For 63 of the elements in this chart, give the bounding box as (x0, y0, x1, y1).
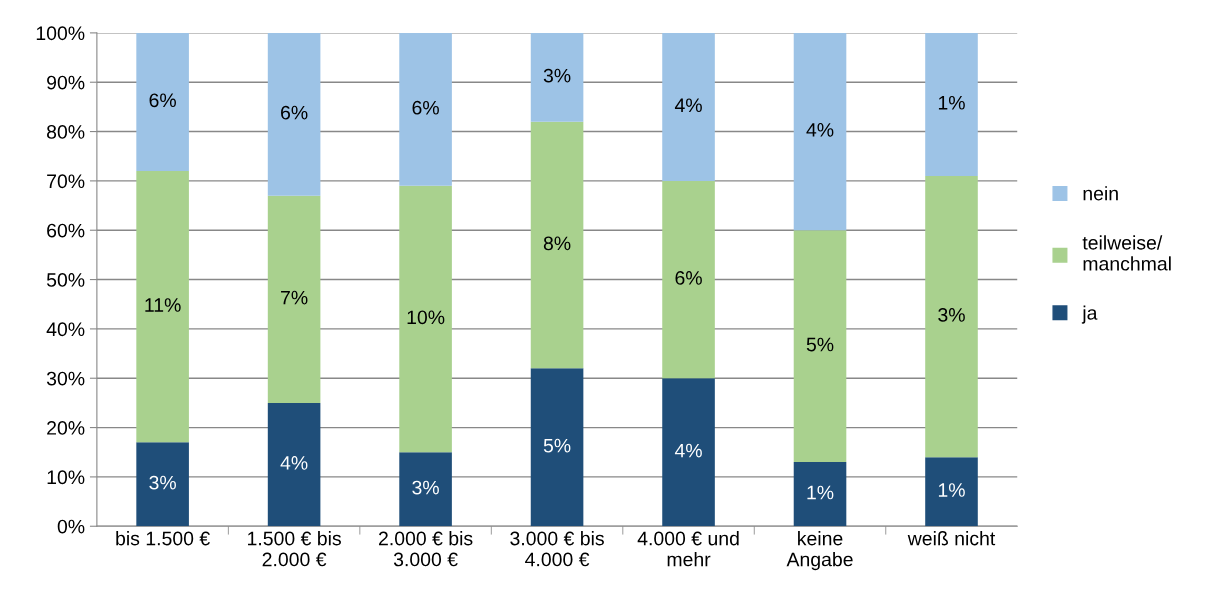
y-tick-label: 40% (46, 322, 85, 337)
annotation: 3% (543, 68, 571, 83)
legend-label: nein (1083, 186, 1118, 201)
y-tick-label: 80% (47, 125, 85, 139)
y-tick-label: 90% (47, 75, 85, 90)
annotation: 8% (543, 236, 571, 251)
legend-label: teilweise/ manchmal (1082, 235, 1171, 271)
bar (793, 462, 847, 527)
bar (530, 121, 584, 369)
annotation: 6% (412, 100, 439, 115)
bar (662, 32, 715, 181)
annotation: 7% (281, 290, 308, 305)
bar (925, 457, 978, 527)
x-tick-label: 2.000 € bis 3.000 € (379, 531, 473, 567)
bar (136, 171, 189, 443)
y-tick-label: 70% (47, 174, 85, 189)
annotation: 10% (407, 310, 445, 325)
annotation: 3% (149, 475, 176, 490)
y-tick-label: 50% (46, 273, 85, 287)
bar (793, 32, 847, 231)
bar (530, 368, 584, 527)
y-tick-label: 100% (36, 26, 85, 41)
bar (267, 32, 321, 196)
x-tick-label: bis 1.500 € (116, 531, 210, 546)
annotation: 6% (281, 105, 308, 120)
bar (530, 32, 584, 122)
bar (925, 175, 978, 458)
annotation: 4% (674, 98, 702, 113)
annotation: 4% (674, 443, 702, 458)
y-tick-label: 60% (47, 223, 85, 238)
bar (399, 452, 452, 527)
bar (793, 230, 847, 463)
bar (399, 185, 452, 453)
bar (399, 32, 452, 186)
bar (925, 32, 978, 176)
annotation: 6% (675, 271, 702, 285)
y-tick-label: 30% (46, 371, 85, 386)
annotation: 3% (938, 308, 965, 322)
annotation: 5% (543, 438, 571, 453)
y-tick-label: 10% (47, 470, 85, 485)
x-tick-label: 3.000 € bis 4.000 € (510, 531, 604, 567)
bar (662, 180, 715, 379)
annotation: 4% (806, 123, 834, 137)
annotation: 1% (938, 95, 965, 110)
annotation: 3% (412, 480, 439, 495)
bar (136, 442, 189, 527)
annotation: 4% (280, 456, 308, 470)
bar (267, 195, 321, 403)
y-tick-label: 0% (57, 519, 85, 534)
x-tick-label: 1.500 € bis 2.000 € (248, 531, 341, 567)
bar (136, 32, 189, 172)
y-tick-label: 20% (47, 421, 85, 435)
x-tick-label: weiß nicht (907, 531, 996, 546)
bar (662, 378, 715, 527)
bar (267, 402, 321, 527)
annotation: 11% (145, 298, 181, 312)
legend-label: ja (1081, 305, 1098, 324)
x-tick-label: 4.000 € und mehr (637, 531, 739, 567)
x-tick-label: keine Angabe (786, 531, 853, 571)
annotation: 1% (938, 483, 965, 497)
annotation: 1% (807, 485, 834, 500)
annotation: 5% (806, 337, 834, 352)
annotation: 6% (149, 93, 176, 108)
